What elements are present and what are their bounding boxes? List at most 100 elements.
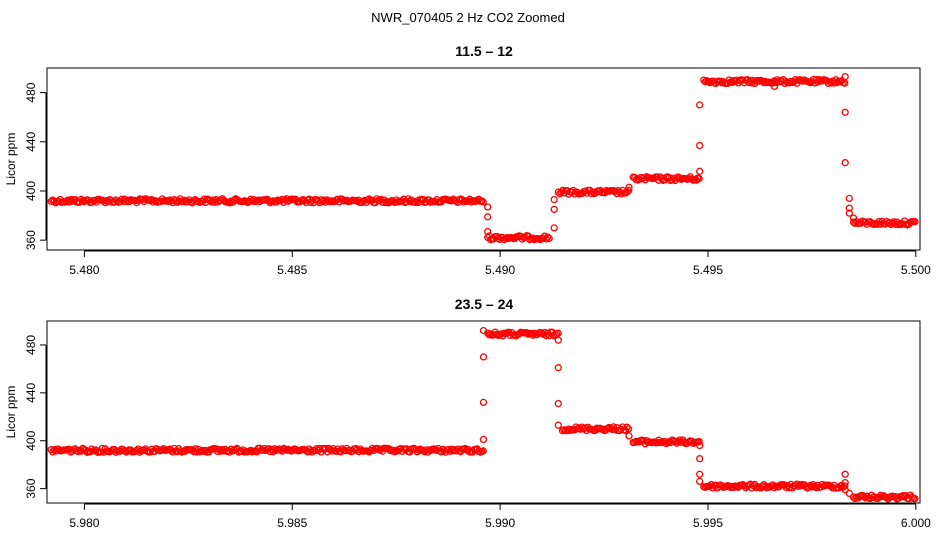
data-point bbox=[849, 214, 858, 222]
x-tick-label: 6.000 bbox=[901, 516, 931, 530]
x-tick-label: 5.480 bbox=[69, 263, 99, 277]
data-point bbox=[841, 470, 849, 478]
x-tick-label: 5.985 bbox=[277, 516, 307, 530]
data-point bbox=[797, 482, 805, 490]
data-point bbox=[550, 205, 558, 214]
data-point bbox=[696, 477, 704, 486]
data-point bbox=[479, 198, 487, 206]
data-point bbox=[67, 195, 75, 204]
y-tick-label: 440 bbox=[24, 131, 38, 151]
data-point bbox=[479, 435, 488, 444]
data-point bbox=[841, 108, 849, 116]
data-point bbox=[460, 198, 468, 206]
data-point bbox=[861, 494, 870, 502]
data-point bbox=[730, 483, 738, 492]
y-tick-label: 440 bbox=[24, 383, 38, 403]
x-tick-label: 5.980 bbox=[69, 516, 99, 530]
y-tick-label: 360 bbox=[24, 230, 38, 250]
data-point bbox=[484, 227, 492, 236]
panel-2-x-axis: 5.980 5.985 5.990 5.995 6.000 bbox=[69, 503, 931, 530]
figure-title: NWR_070405 2 Hz CO2 Zoomed bbox=[371, 10, 565, 25]
y-tick-label: 400 bbox=[24, 430, 38, 450]
data-point bbox=[554, 399, 562, 408]
data-point bbox=[550, 195, 558, 204]
data-point bbox=[696, 101, 704, 109]
data-point bbox=[554, 364, 562, 372]
data-point bbox=[542, 235, 550, 243]
chart-panel-1: 11.5 – 12 Licor ppm 5.480 5.485 5.490 5.495… bbox=[4, 43, 931, 277]
data-point bbox=[668, 176, 676, 184]
data-point bbox=[479, 353, 488, 361]
data-point bbox=[696, 455, 704, 463]
data-point bbox=[623, 188, 631, 196]
data-point bbox=[625, 186, 633, 194]
data-point bbox=[625, 183, 633, 191]
x-tick-label: 5.490 bbox=[485, 263, 515, 277]
data-point bbox=[695, 174, 703, 183]
y-tick-label: 480 bbox=[24, 335, 38, 355]
panel-1-y-axis: 360 400 440 480 bbox=[24, 82, 47, 250]
y-tick-label: 480 bbox=[24, 82, 38, 102]
data-point bbox=[845, 204, 853, 212]
y-tick-label: 400 bbox=[24, 181, 38, 201]
data-point bbox=[479, 447, 487, 455]
data-point bbox=[696, 470, 704, 478]
data-point bbox=[911, 495, 919, 503]
data-point bbox=[545, 234, 553, 243]
data-point bbox=[479, 326, 488, 335]
x-tick-label: 5.485 bbox=[277, 263, 307, 277]
data-point bbox=[845, 209, 853, 217]
data-point bbox=[841, 478, 849, 487]
data-point bbox=[152, 197, 160, 205]
data-point bbox=[484, 213, 492, 221]
data-point bbox=[623, 423, 631, 431]
panel-2-data-points bbox=[47, 326, 919, 503]
data-point bbox=[841, 159, 849, 167]
data-point bbox=[544, 233, 552, 241]
x-tick-label: 5.500 bbox=[901, 263, 931, 277]
data-point bbox=[770, 82, 779, 91]
data-point bbox=[554, 421, 562, 429]
data-point bbox=[841, 72, 849, 81]
data-point bbox=[484, 203, 492, 211]
data-point bbox=[845, 489, 853, 498]
data-point bbox=[785, 79, 793, 87]
data-point bbox=[529, 331, 537, 339]
data-point bbox=[826, 78, 834, 86]
panel-2-plot-frame bbox=[46, 320, 921, 504]
data-point bbox=[911, 218, 919, 226]
data-point bbox=[700, 76, 708, 84]
data-point bbox=[587, 189, 595, 198]
panel-2-title: 23.5 – 24 bbox=[455, 296, 514, 312]
data-point bbox=[770, 484, 778, 492]
data-point bbox=[696, 167, 704, 175]
panel-1-title: 11.5 – 12 bbox=[455, 43, 513, 59]
data-point bbox=[653, 173, 661, 181]
panel-1-y-axis-label: Licor ppm bbox=[4, 133, 18, 186]
data-point bbox=[169, 448, 177, 456]
panel-1-data-points bbox=[47, 72, 919, 244]
data-point bbox=[479, 398, 488, 407]
x-tick-label: 5.990 bbox=[485, 516, 515, 530]
data-point bbox=[695, 437, 703, 446]
data-point bbox=[841, 486, 849, 494]
data-point bbox=[625, 432, 633, 440]
data-point bbox=[554, 336, 562, 344]
data-point bbox=[550, 224, 558, 232]
data-point bbox=[845, 194, 853, 203]
panel-2-y-axis: 360 400 440 480 bbox=[24, 335, 47, 499]
x-tick-label: 5.995 bbox=[693, 516, 723, 530]
data-point bbox=[624, 425, 633, 433]
data-point bbox=[696, 441, 704, 450]
data-point bbox=[841, 482, 849, 490]
data-point bbox=[617, 190, 625, 198]
x-tick-label: 5.495 bbox=[693, 263, 723, 277]
panel-1-x-axis: 5.480 5.485 5.490 5.495 5.500 bbox=[69, 250, 931, 277]
data-point bbox=[696, 141, 704, 150]
y-tick-label: 360 bbox=[24, 478, 38, 498]
chart-panel-2: 23.5 – 24 Licor ppm 5.980 5.985 5.990 5.995… bbox=[4, 296, 931, 530]
data-point bbox=[806, 481, 814, 490]
panel-2-y-axis-label: Licor ppm bbox=[4, 386, 18, 439]
panel-1-plot-frame bbox=[46, 67, 921, 251]
